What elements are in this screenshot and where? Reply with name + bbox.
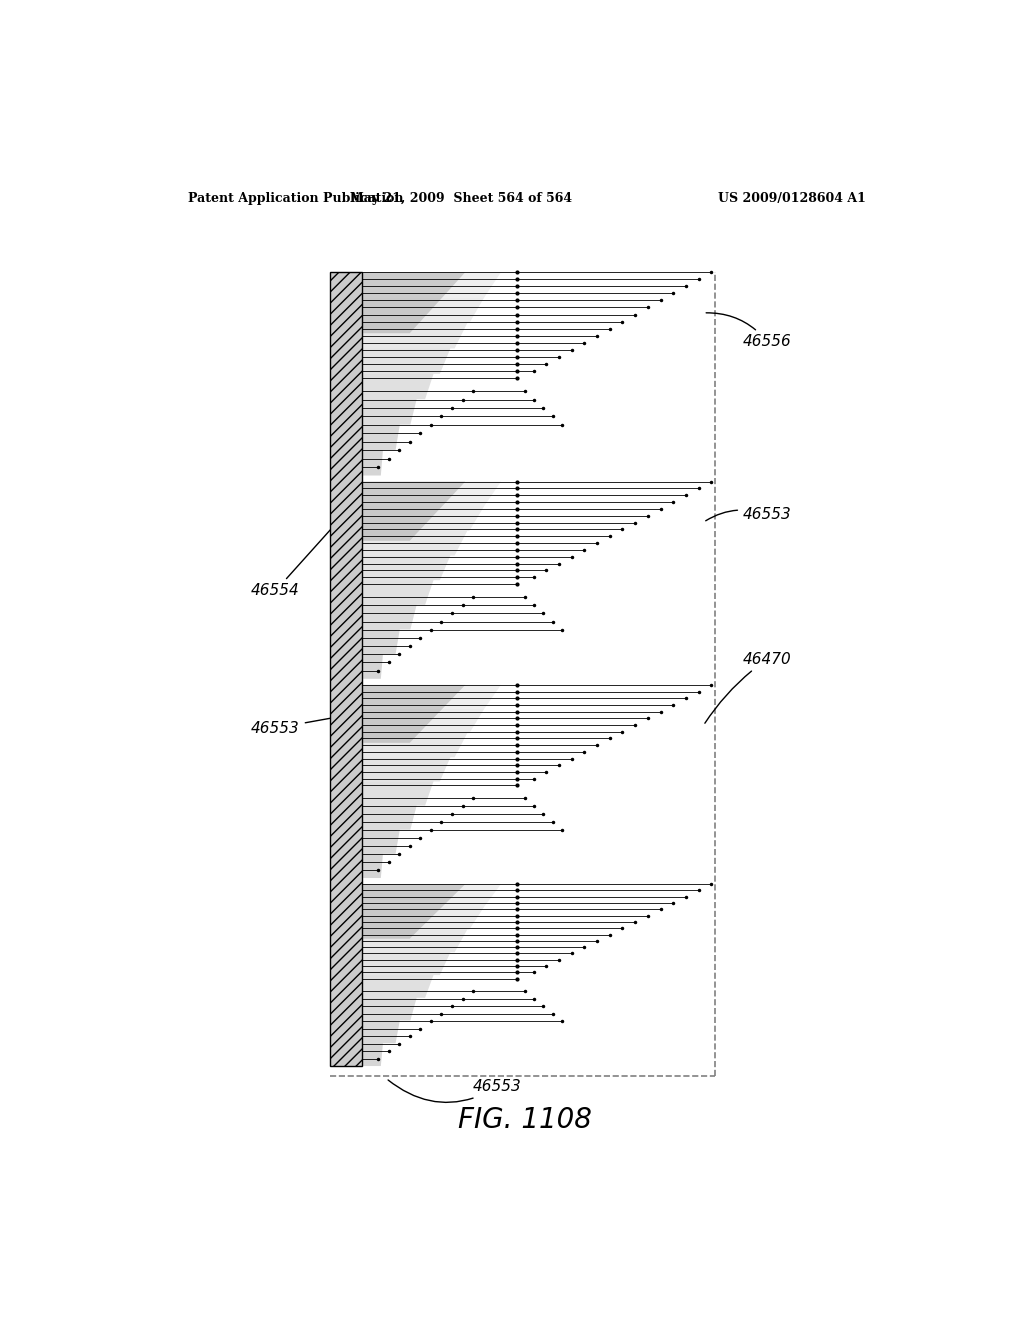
Text: 46556: 46556 [707,313,792,350]
Polygon shape [362,507,484,531]
Polygon shape [362,531,467,556]
Text: US 2009/0128604 A1: US 2009/0128604 A1 [718,191,866,205]
Polygon shape [362,781,433,805]
Text: Patent Application Publication: Patent Application Publication [187,191,403,205]
Polygon shape [362,884,465,939]
Polygon shape [362,556,451,581]
Text: 46554: 46554 [251,515,344,598]
Polygon shape [362,758,451,781]
Polygon shape [362,425,399,450]
Bar [331,272,362,1067]
Polygon shape [362,733,467,758]
Polygon shape [362,685,465,743]
Polygon shape [362,1020,399,1043]
Text: May 21, 2009  Sheet 564 of 564: May 21, 2009 Sheet 564 of 564 [350,191,572,205]
Polygon shape [362,998,417,1020]
Polygon shape [362,272,465,333]
Polygon shape [362,450,383,475]
Polygon shape [362,854,383,878]
Polygon shape [362,884,501,907]
Polygon shape [362,929,467,952]
Text: FIG. 1108: FIG. 1108 [458,1106,592,1134]
Polygon shape [362,272,501,297]
Polygon shape [362,482,465,541]
Polygon shape [362,830,399,854]
Text: 46553: 46553 [706,507,792,523]
Polygon shape [362,907,484,929]
Polygon shape [362,709,484,733]
Polygon shape [362,805,417,830]
Polygon shape [362,374,433,399]
Polygon shape [362,655,383,678]
Text: 46470: 46470 [705,652,792,723]
Polygon shape [362,952,451,975]
Polygon shape [362,1043,383,1067]
Polygon shape [362,581,433,605]
Text: 46553: 46553 [251,715,343,735]
Polygon shape [362,685,501,709]
Polygon shape [362,975,433,998]
Polygon shape [362,323,467,348]
Polygon shape [362,399,417,425]
Polygon shape [362,482,501,507]
Polygon shape [362,297,484,323]
Polygon shape [362,348,451,374]
Polygon shape [362,605,417,630]
Polygon shape [362,630,399,655]
Text: 46553: 46553 [388,1080,522,1102]
